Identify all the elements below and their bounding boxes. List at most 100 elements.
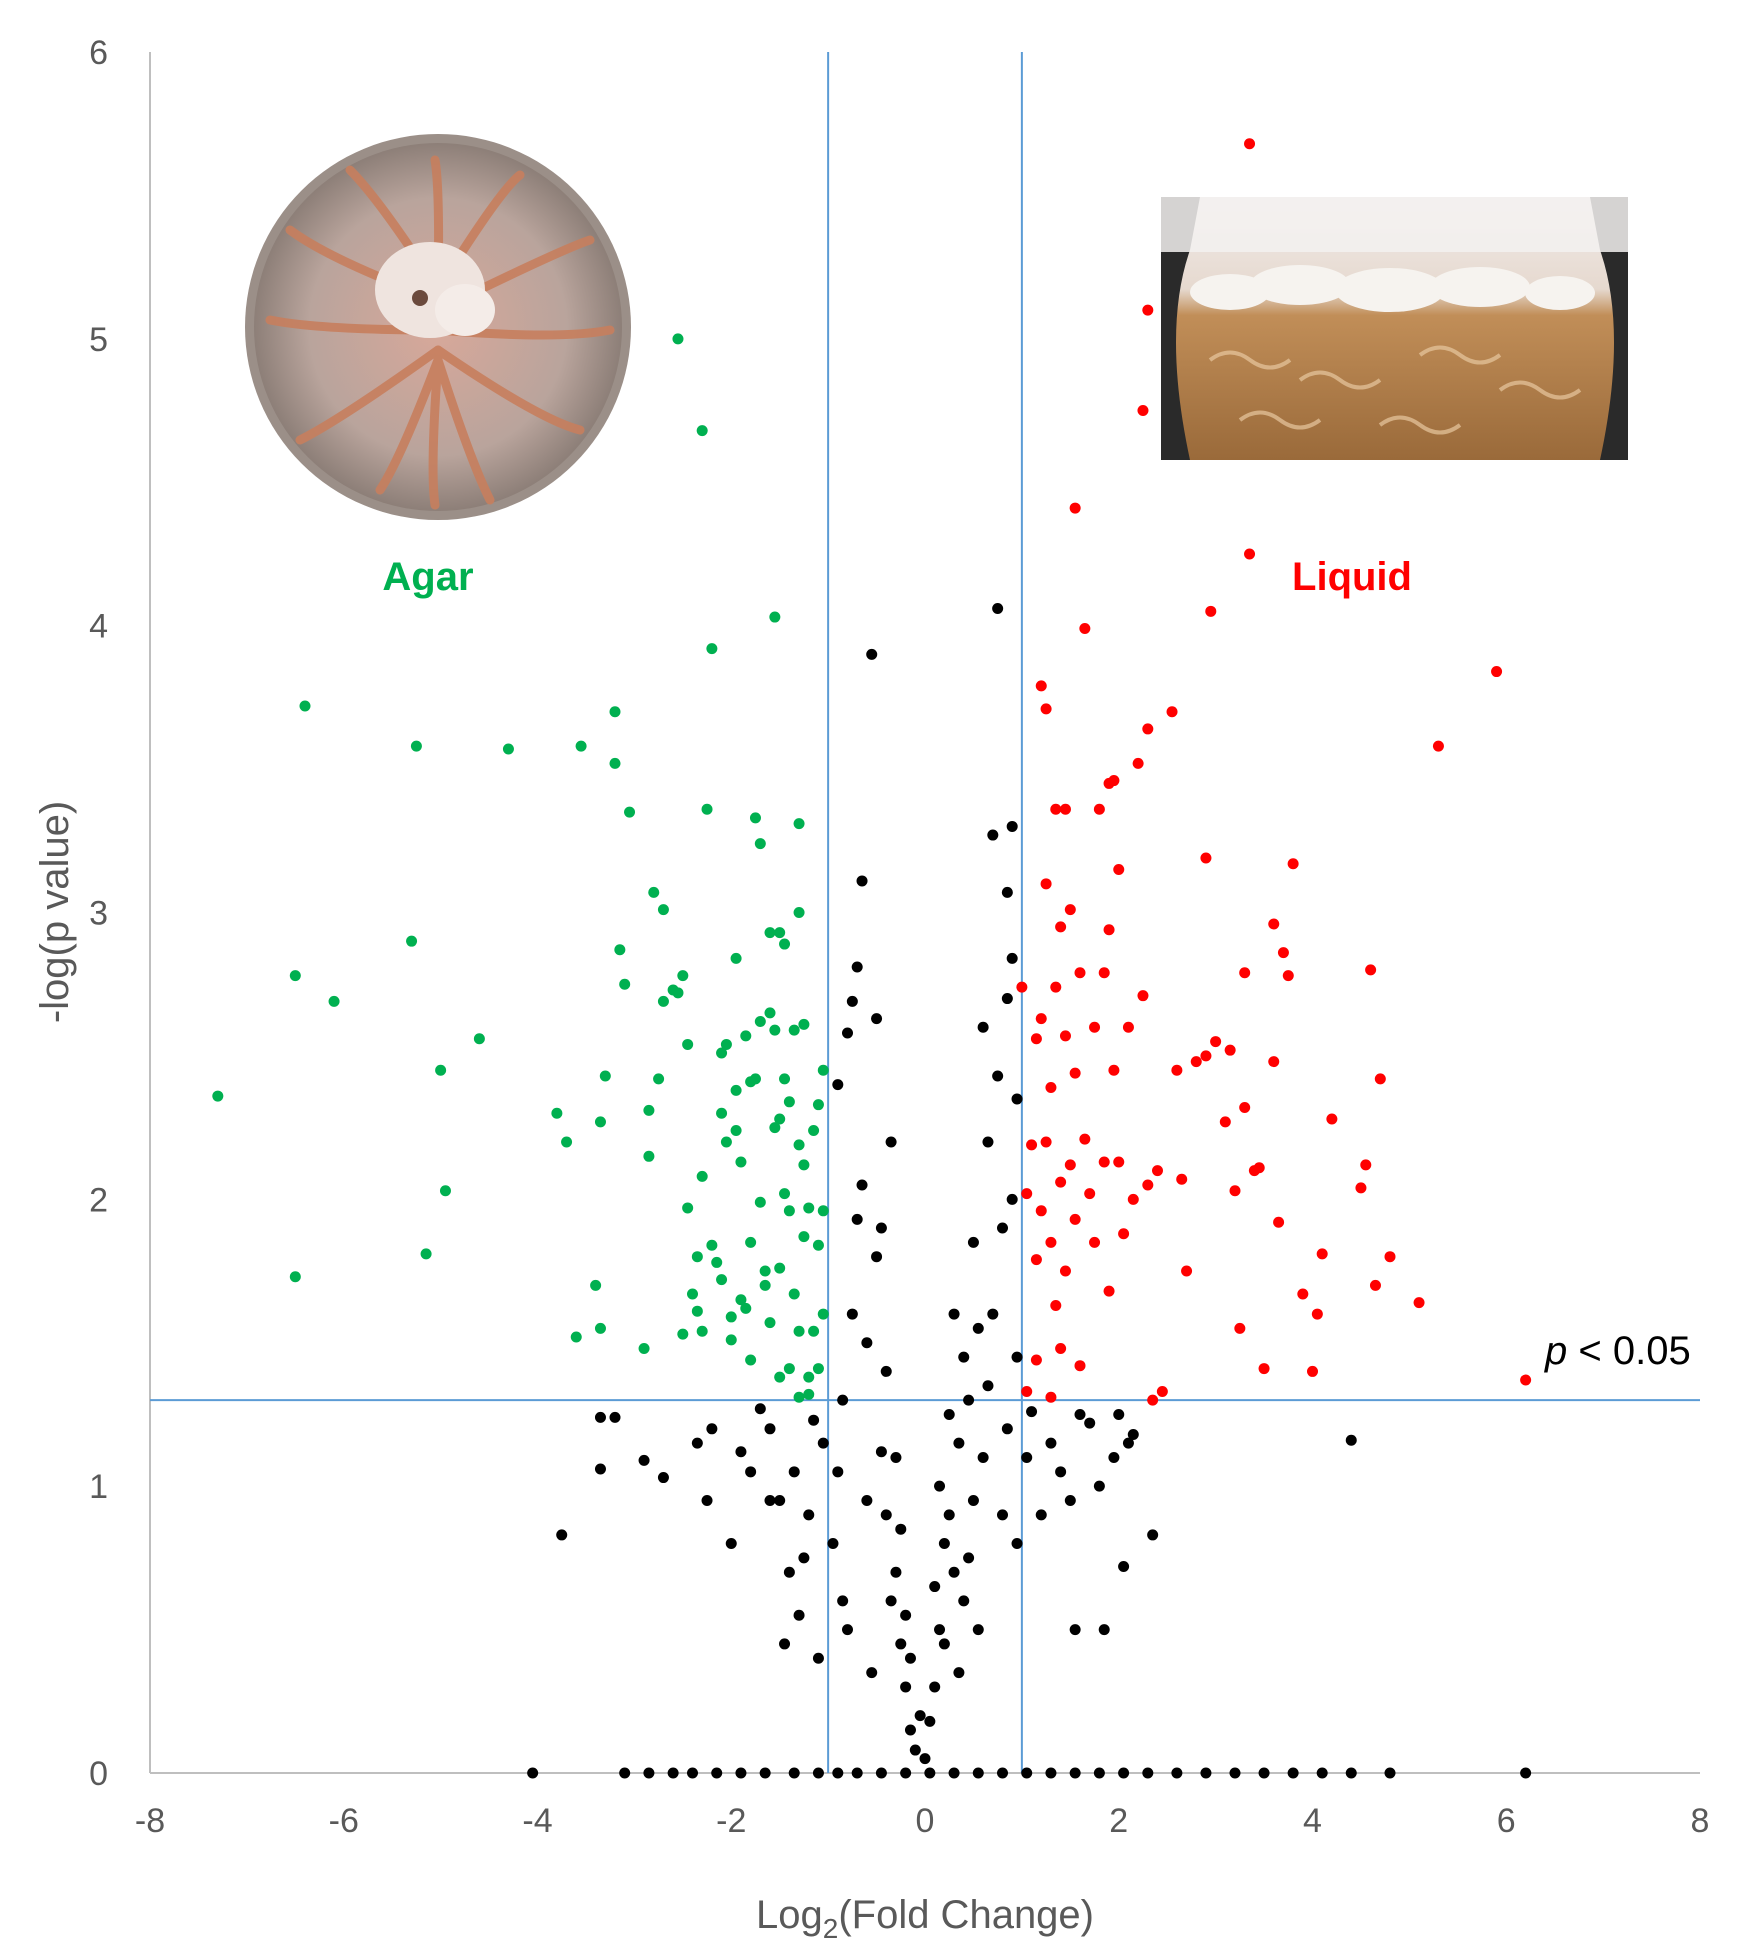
x-tick-label: -2: [716, 1802, 746, 1840]
ns-point: [875, 1446, 887, 1458]
ns-point: [972, 1322, 984, 1334]
agar-point: [609, 706, 621, 718]
agar-point: [716, 1107, 728, 1119]
ns-point: [594, 1463, 606, 1475]
agar-point: [619, 978, 631, 990]
agar-point: [798, 1018, 810, 1030]
ns-point: [1122, 1437, 1134, 1449]
liquid-point: [1142, 723, 1154, 735]
liquid-point: [1026, 1139, 1038, 1151]
agar-point: [716, 1274, 728, 1286]
ns-point: [638, 1454, 650, 1466]
ns-point: [837, 1595, 849, 1607]
agar-point: [590, 1279, 602, 1291]
liquid-point: [1244, 548, 1256, 560]
ns-point: [963, 1394, 975, 1406]
ns-point: [1006, 952, 1018, 964]
liquid-label: Liquid: [1292, 555, 1412, 599]
agar-point: [779, 1073, 791, 1085]
ns-point: [1045, 1437, 1057, 1449]
agar-point: [643, 1150, 655, 1162]
liquid-point: [1040, 878, 1052, 890]
agar-point: [812, 1099, 824, 1111]
agar-point: [754, 1015, 766, 1027]
agar-point: [740, 1030, 752, 1042]
ns-point: [1127, 1429, 1139, 1441]
x-axis-title: Log2(Fold Change): [756, 1893, 1094, 1944]
liquid-point: [1355, 1182, 1367, 1194]
ns-point: [914, 1710, 926, 1722]
agar-point: [696, 1170, 708, 1182]
ns-point: [832, 1466, 844, 1478]
ns-point: [691, 1437, 703, 1449]
agar-point: [793, 818, 805, 830]
agar-point: [793, 1325, 805, 1337]
ns-point: [643, 1767, 655, 1779]
agar-point: [774, 1113, 786, 1125]
ns-point: [1113, 1408, 1125, 1420]
liquid-point: [1156, 1386, 1168, 1398]
agar-point: [759, 1279, 771, 1291]
ns-point: [1064, 1495, 1076, 1507]
ns-point: [701, 1495, 713, 1507]
ns-point: [866, 648, 878, 660]
liquid-point: [1030, 1033, 1042, 1045]
ns-point: [788, 1466, 800, 1478]
agar-point: [691, 1305, 703, 1317]
agar-point: [764, 1317, 776, 1329]
ns-point: [793, 1609, 805, 1621]
threshold-lines: [150, 52, 1700, 1773]
ns-point: [929, 1681, 941, 1693]
liquid-point: [1273, 1216, 1285, 1228]
agar-point: [624, 806, 636, 818]
liquid-point: [1074, 967, 1086, 979]
agar-point: [614, 944, 626, 956]
liquid-point: [1190, 1056, 1202, 1068]
agar-point: [570, 1331, 582, 1343]
ns-point: [827, 1538, 839, 1550]
liquid-point: [1069, 1067, 1081, 1079]
agar-point: [711, 1256, 723, 1268]
agar-point: [653, 1073, 665, 1085]
ns-point: [895, 1523, 907, 1535]
agar-point: [657, 995, 669, 1007]
ns-point: [924, 1767, 936, 1779]
liquid-point: [1059, 1030, 1071, 1042]
liquid-point: [1166, 706, 1178, 718]
agar-point: [435, 1064, 447, 1076]
x-tick-label: -6: [329, 1802, 359, 1840]
liquid-point: [1365, 964, 1377, 976]
ns-point: [783, 1566, 795, 1578]
ns-point: [856, 1179, 868, 1191]
ns-point: [764, 1495, 776, 1507]
agar-point: [803, 1388, 815, 1400]
liquid-point: [1103, 1285, 1115, 1297]
ns-point: [1084, 1417, 1096, 1429]
agar-point: [672, 987, 684, 999]
liquid-point: [1040, 1136, 1052, 1148]
agar-point: [720, 1038, 732, 1050]
liquid-point: [1234, 1322, 1246, 1334]
y-tick-labels: 0 1 2 3 4 5 6: [89, 34, 108, 1793]
ns-point: [1074, 1408, 1086, 1420]
liquid-point: [1282, 970, 1294, 982]
liquid-point: [1219, 1116, 1231, 1128]
ns-point: [861, 1337, 873, 1349]
liquid-point: [1326, 1113, 1338, 1125]
liquid-point: [1491, 666, 1503, 678]
liquid-point: [1297, 1288, 1309, 1300]
ns-point: [779, 1638, 791, 1650]
ns-point: [871, 1013, 883, 1025]
liquid-point: [1229, 1185, 1241, 1197]
liquid-point: [1374, 1073, 1386, 1085]
ns-point: [745, 1466, 757, 1478]
liquid-point: [1360, 1159, 1372, 1171]
p-italic: p: [1544, 1329, 1567, 1373]
ns-point: [924, 1715, 936, 1727]
agar-point: [730, 1084, 742, 1096]
ns-point: [895, 1638, 907, 1650]
liquid-point: [1050, 981, 1062, 993]
ns-point: [934, 1624, 946, 1636]
agar-point: [764, 1007, 776, 1019]
